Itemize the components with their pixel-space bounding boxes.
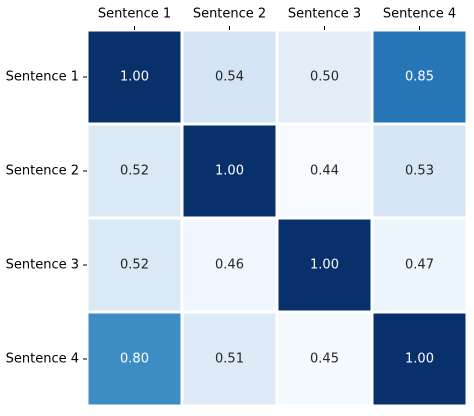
cell-label: 0.44	[310, 164, 339, 179]
x-tick-label: Sentence 1	[98, 7, 171, 22]
cell-label: 0.85	[405, 70, 434, 85]
cell-label: 0.47	[405, 258, 434, 273]
cell-label: 1.00	[310, 258, 339, 273]
heatmap-cell	[278, 219, 371, 311]
heatmap-cell	[183, 31, 276, 123]
heatmap-cell	[373, 313, 466, 405]
cell-label: 1.00	[405, 352, 434, 367]
heatmap-cell	[88, 31, 181, 123]
heatmap-cell	[373, 125, 466, 217]
y-tick-label: Sentence 4	[6, 352, 79, 367]
cell-label: 0.51	[215, 352, 244, 367]
heatmap-cell	[88, 219, 181, 311]
x-tick-label: Sentence 2	[193, 7, 266, 22]
y-tick-label: Sentence 1	[6, 70, 79, 85]
heatmap-cell	[88, 313, 181, 405]
cell-label: 0.46	[215, 258, 244, 273]
cell-label: 0.52	[120, 164, 149, 179]
cell-label: 1.00	[215, 164, 244, 179]
cell-label: 0.52	[120, 258, 149, 273]
cell-label: 0.80	[120, 352, 149, 367]
heatmap-cell	[183, 313, 276, 405]
heatmap-cell	[373, 219, 466, 311]
cell-label: 0.50	[310, 70, 339, 85]
heatmap-cell	[278, 31, 371, 123]
cell-label: 0.54	[215, 70, 244, 85]
x-tick-label: Sentence 4	[383, 7, 456, 22]
heatmap-cell	[183, 125, 276, 217]
cell-label: 1.00	[120, 70, 149, 85]
x-tick-label: Sentence 3	[288, 7, 361, 22]
heatmap-cell	[183, 219, 276, 311]
heatmap-cell	[373, 31, 466, 123]
heatmap-cell	[88, 125, 181, 217]
heatmap-cell	[278, 313, 371, 405]
heatmap-cell	[278, 125, 371, 217]
y-tick-label: Sentence 2	[6, 164, 79, 179]
cell-label: 0.45	[310, 352, 339, 367]
cell-label: 0.53	[405, 164, 434, 179]
y-tick-label: Sentence 3	[6, 258, 79, 273]
